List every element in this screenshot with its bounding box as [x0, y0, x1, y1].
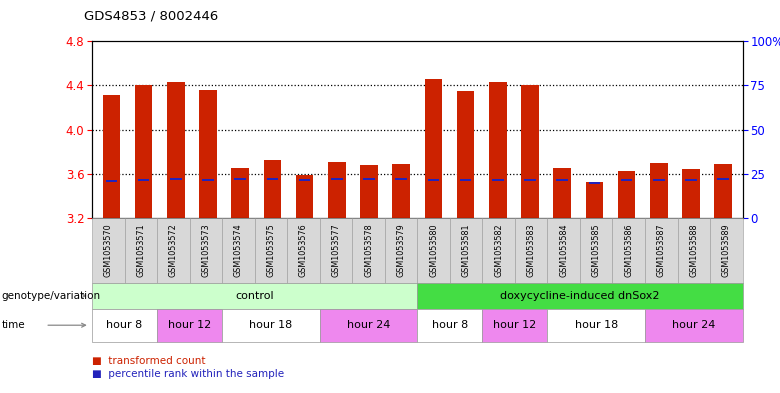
Text: GSM1053579: GSM1053579 — [396, 224, 406, 277]
Bar — [492, 179, 504, 181]
Text: control: control — [236, 291, 274, 301]
Text: GSM1053570: GSM1053570 — [104, 224, 113, 277]
Text: hour 24: hour 24 — [347, 320, 390, 330]
Bar — [621, 179, 633, 181]
Text: ■  transformed count: ■ transformed count — [92, 356, 206, 366]
Bar — [718, 178, 729, 180]
Bar — [167, 82, 185, 218]
Bar — [589, 182, 600, 184]
Text: GSM1053589: GSM1053589 — [722, 224, 731, 277]
Text: GSM1053588: GSM1053588 — [690, 224, 698, 277]
Bar — [427, 179, 439, 181]
Text: hour 8: hour 8 — [431, 320, 468, 330]
Bar — [521, 85, 539, 218]
Text: GSM1053578: GSM1053578 — [364, 224, 373, 277]
Bar — [328, 162, 346, 218]
Bar — [489, 82, 507, 218]
Bar — [524, 179, 536, 181]
Bar — [424, 79, 442, 218]
Text: doxycycline-induced dnSox2: doxycycline-induced dnSox2 — [500, 291, 660, 301]
Bar — [457, 91, 474, 218]
Text: time: time — [2, 320, 25, 330]
Text: GSM1053581: GSM1053581 — [462, 224, 470, 277]
Bar — [331, 178, 342, 180]
Bar — [102, 95, 120, 218]
Text: hour 12: hour 12 — [493, 320, 537, 330]
Bar — [363, 178, 374, 180]
Bar — [360, 165, 378, 218]
Bar — [392, 164, 410, 218]
Text: hour 18: hour 18 — [250, 320, 292, 330]
Bar — [618, 171, 636, 218]
Bar — [553, 168, 571, 218]
Bar — [682, 169, 700, 218]
Bar — [299, 179, 310, 181]
Bar — [264, 160, 282, 218]
Text: GSM1053572: GSM1053572 — [168, 224, 178, 277]
Text: GSM1053586: GSM1053586 — [624, 224, 633, 277]
Bar — [460, 179, 471, 181]
Text: hour 8: hour 8 — [106, 320, 143, 330]
Bar — [135, 85, 152, 218]
Bar — [296, 175, 314, 218]
Text: hour 18: hour 18 — [575, 320, 618, 330]
Bar — [686, 179, 697, 181]
Bar — [202, 179, 214, 181]
Text: GSM1053577: GSM1053577 — [332, 224, 341, 277]
Bar — [232, 168, 249, 218]
Text: GSM1053585: GSM1053585 — [592, 224, 601, 277]
Text: genotype/variation: genotype/variation — [2, 291, 101, 301]
Text: GSM1053584: GSM1053584 — [559, 224, 568, 277]
Bar — [199, 90, 217, 218]
Text: GSM1053576: GSM1053576 — [299, 224, 308, 277]
Text: GSM1053571: GSM1053571 — [136, 224, 145, 277]
Bar — [105, 180, 117, 182]
Text: GSM1053574: GSM1053574 — [234, 224, 243, 277]
Text: ■  percentile rank within the sample: ■ percentile rank within the sample — [92, 369, 284, 379]
Bar — [714, 164, 732, 218]
Bar — [267, 178, 278, 180]
Bar — [235, 178, 246, 180]
Bar — [586, 182, 603, 218]
Text: GSM1053587: GSM1053587 — [657, 224, 666, 277]
Text: GSM1053583: GSM1053583 — [526, 224, 536, 277]
Bar — [170, 178, 182, 180]
Text: GSM1053582: GSM1053582 — [494, 224, 503, 277]
Text: GDS4853 / 8002446: GDS4853 / 8002446 — [84, 10, 218, 23]
Text: GSM1053580: GSM1053580 — [429, 224, 438, 277]
Bar — [138, 179, 149, 181]
Bar — [650, 163, 668, 218]
Text: hour 24: hour 24 — [672, 320, 715, 330]
Bar — [653, 179, 665, 181]
Text: GSM1053573: GSM1053573 — [201, 224, 211, 277]
Text: hour 12: hour 12 — [168, 320, 211, 330]
Bar — [556, 179, 568, 181]
Text: GSM1053575: GSM1053575 — [267, 224, 275, 277]
Bar — [395, 178, 407, 180]
